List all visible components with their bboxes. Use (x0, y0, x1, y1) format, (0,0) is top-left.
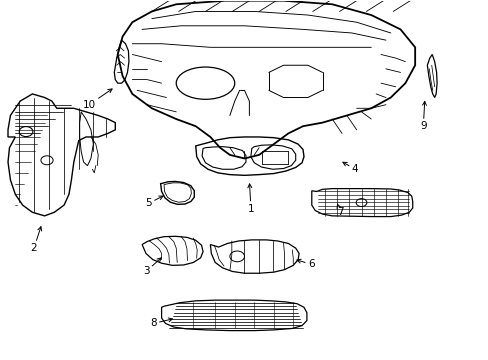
Text: 8: 8 (150, 318, 172, 328)
Text: 3: 3 (142, 258, 161, 276)
Text: 2: 2 (31, 227, 41, 253)
Text: 4: 4 (342, 162, 358, 174)
Text: 1: 1 (247, 184, 254, 214)
Text: 6: 6 (296, 259, 314, 269)
Text: 5: 5 (145, 196, 163, 208)
Text: 9: 9 (419, 102, 426, 131)
Text: 7: 7 (336, 204, 343, 217)
Text: 10: 10 (82, 89, 112, 110)
